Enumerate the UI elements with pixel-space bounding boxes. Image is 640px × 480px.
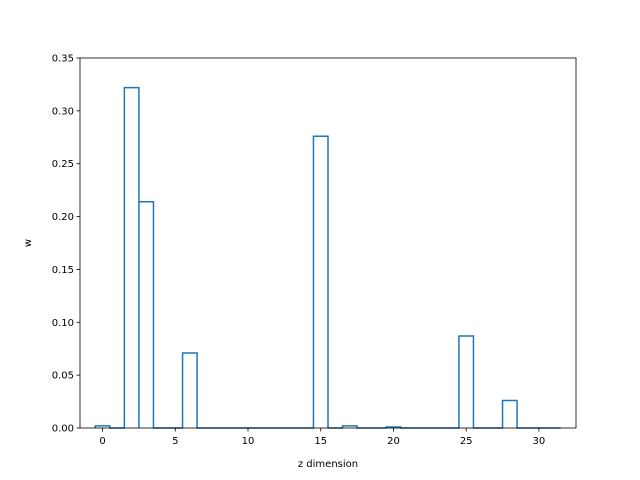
x-tick-label: 20 (387, 436, 400, 447)
y-tick-label: 0.15 (52, 265, 74, 276)
x-tick-label: 15 (314, 436, 327, 447)
x-axis-label: z dimension (298, 459, 358, 470)
y-axis-label: w (23, 239, 34, 247)
x-tick-label: 0 (99, 436, 105, 447)
y-tick-label: 0.20 (52, 212, 74, 223)
x-axis-ticks: 0 5 10 15 20 25 30 (99, 428, 545, 447)
y-tick-label: 0.30 (52, 106, 74, 117)
y-tick-label: 0.10 (52, 318, 74, 329)
y-tick-label: 0.05 (52, 371, 74, 382)
step-outline-series (94, 86, 561, 429)
y-tick-label: 0.25 (52, 159, 74, 170)
bar-outlines (94, 86, 561, 429)
axes-frame (79, 57, 577, 429)
y-tick-label: 0.35 (52, 54, 74, 65)
x-tick-label: 10 (242, 436, 255, 447)
x-tick-label: 25 (460, 436, 473, 447)
y-tick-label: 0.00 (52, 424, 74, 435)
x-tick-label: 30 (533, 436, 546, 447)
x-tick-label: 5 (172, 436, 178, 447)
y-axis-ticks: 0.00 0.05 0.10 0.15 0.20 0.25 0.30 0.35 (52, 54, 80, 435)
